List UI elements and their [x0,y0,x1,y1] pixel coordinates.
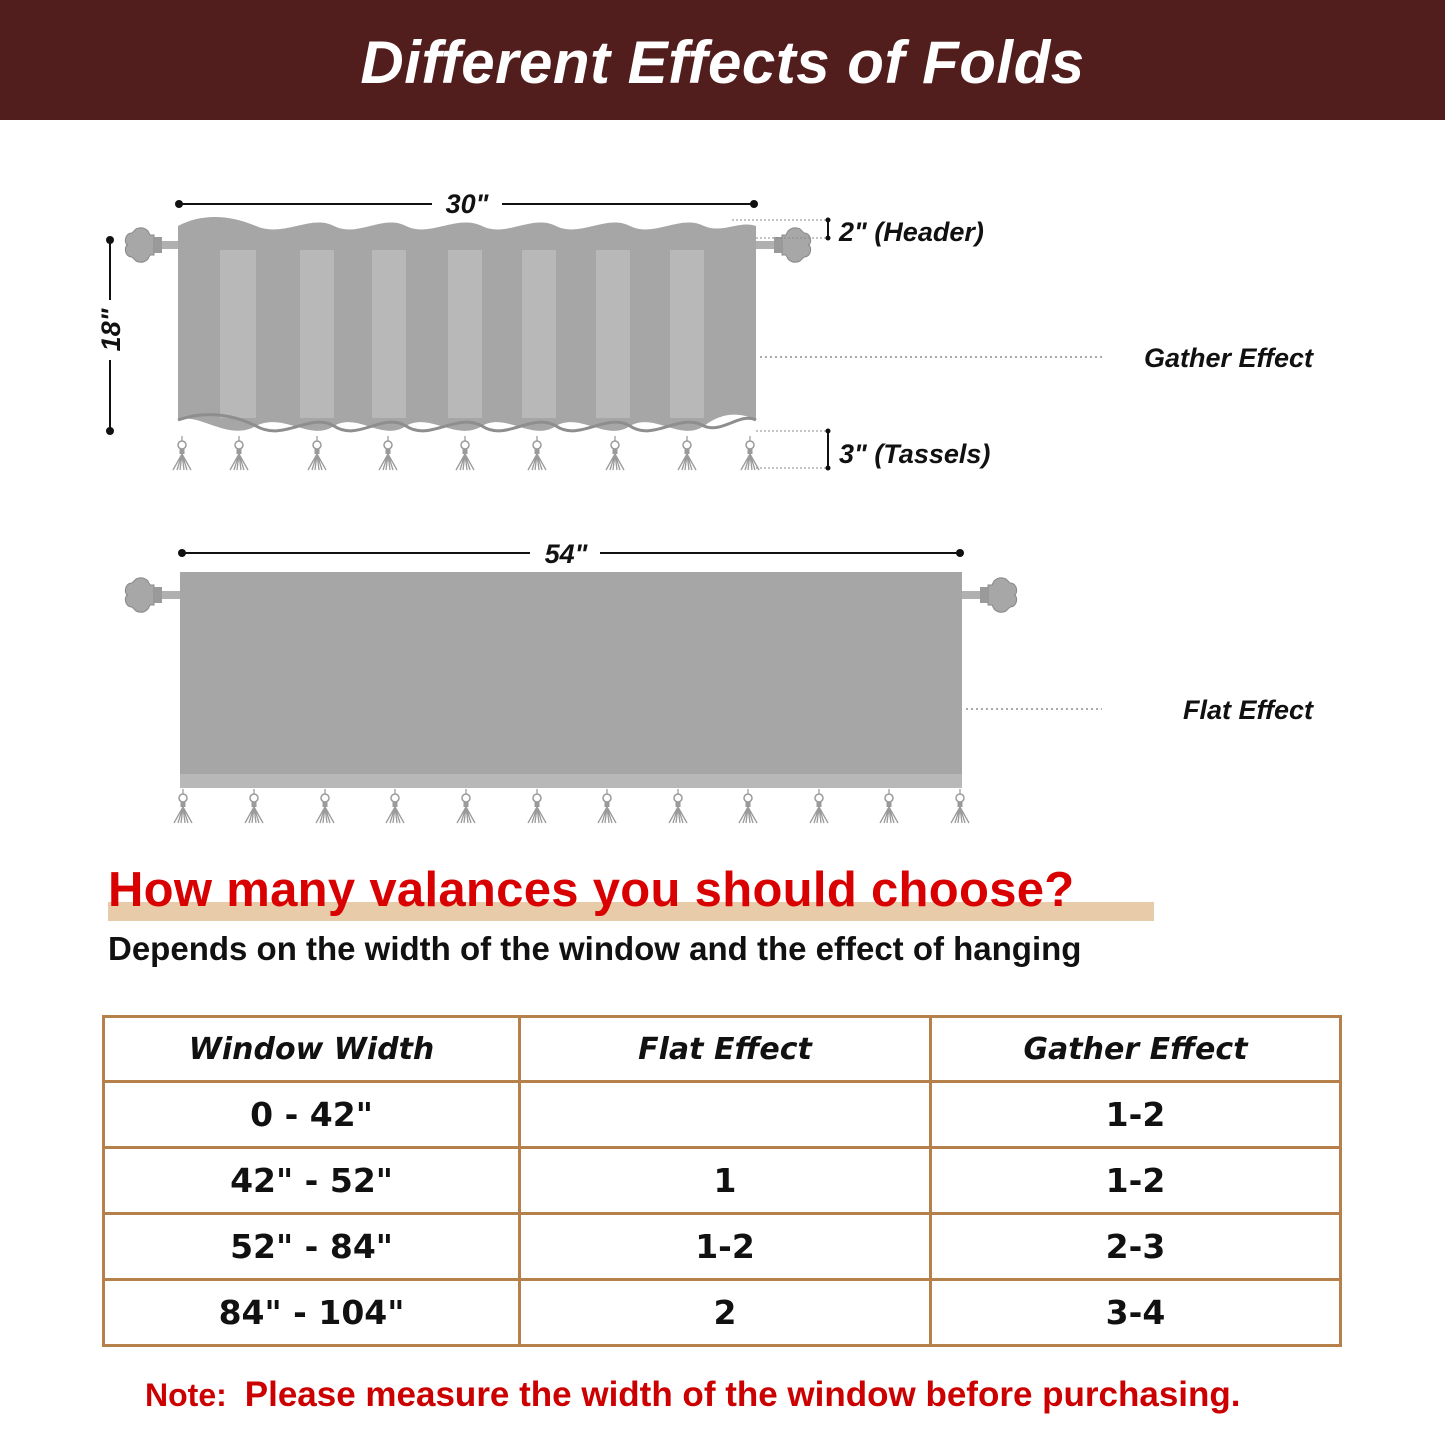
question-highlight [108,902,1154,921]
flat-effect-illustration: 54" Flat Effect [124,539,1314,824]
note: Note: Please measure the width of the win… [145,1375,1241,1415]
valance-diagram: 30" 18" 2" (Header) 3" (Tassels) Gather … [96,189,1314,824]
cell-gather-effect: 1-2 [928,1080,1343,1149]
column-header-flat-effect: Flat Effect [518,1015,932,1083]
gather-effect-illustration: 30" 18" 2" (Header) 3" (Tassels) Gather … [96,189,1314,471]
cell-window-width: 84" - 104" [101,1278,522,1347]
question-subtitle: Depends on the width of the window and t… [108,930,1082,967]
cell-flat-effect [518,1080,932,1149]
cell-window-width: 42" - 52" [101,1146,522,1215]
cell-gather-effect: 3-4 [928,1278,1343,1347]
flat-width-label: 54" [545,539,589,569]
cell-gather-effect: 2-3 [928,1212,1343,1281]
gather-fold-highlights [220,250,704,418]
table-row: 52" - 84" 1-2 2-3 [101,1212,1343,1281]
flat-tassels [173,788,970,824]
question-title: How many valances you should choose? [108,863,1075,917]
note-text: Please measure the width of the window b… [244,1375,1241,1414]
column-header-window-width: Window Width [101,1015,522,1083]
header-size-label: 2" (Header) [838,217,984,247]
question-heading: How many valances you should choose? [108,862,1154,921]
cell-flat-effect: 1 [518,1146,932,1215]
column-header-gather-effect: Gather Effect [928,1015,1343,1083]
table-row: 84" - 104" 2 3-4 [101,1278,1343,1347]
cell-gather-effect: 1-2 [928,1146,1343,1215]
tassels-size-label: 3" (Tassels) [839,439,990,469]
cell-flat-effect: 1-2 [518,1212,932,1281]
note-label: Note: [145,1377,227,1413]
cell-flat-effect: 2 [518,1278,932,1347]
table-row: 0 - 42" 1-2 [101,1080,1343,1149]
header-banner: Different Effects of Folds [0,0,1445,120]
flat-valance-fabric [180,572,962,774]
gather-width-label: 30" [446,189,490,219]
valance-count-table: Window Width Flat Effect Gather Effect 0… [101,1015,1343,1347]
page-title: Different Effects of Folds [360,29,1085,96]
table-header-row: Window Width Flat Effect Gather Effect [101,1015,1343,1083]
gather-height-label: 18" [96,307,126,351]
gather-effect-label: Gather Effect [1144,343,1314,373]
cell-window-width: 52" - 84" [101,1212,522,1281]
flat-effect-label: Flat Effect [1183,695,1314,725]
cell-window-width: 0 - 42" [101,1080,522,1149]
gather-tassels [172,435,760,471]
table-row: 42" - 52" 1 1-2 [101,1146,1343,1215]
